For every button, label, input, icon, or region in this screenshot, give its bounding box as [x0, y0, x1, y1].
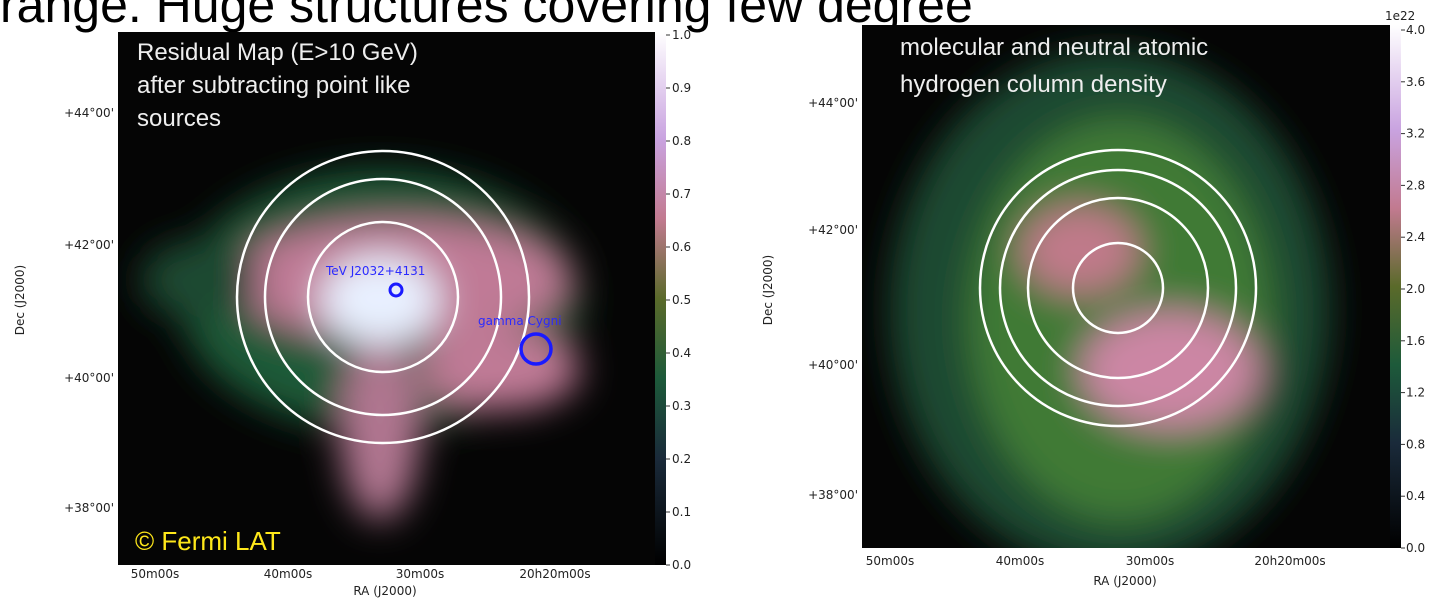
map-title: Residual Map (E>10 GeV)	[137, 39, 418, 66]
colorbar-label: 0.4	[672, 346, 691, 360]
y-axis-label: Dec (J2000)	[761, 255, 775, 325]
y-tick-label: +44°00'	[808, 96, 858, 110]
colorbar-label: 0.7	[672, 187, 691, 201]
colorbar	[655, 32, 666, 565]
y-tick-label: +40°00'	[808, 358, 858, 372]
y-tick-label: +42°00'	[808, 223, 858, 237]
map-title: molecular and neutral atomic	[900, 34, 1208, 61]
colorbar-label: 3.2	[1406, 127, 1425, 141]
map-title: after subtracting point like	[137, 72, 410, 99]
colorbar-label: 2.8	[1406, 178, 1425, 192]
x-tick-label: 50m00s	[131, 567, 179, 581]
x-tick-label: 40m00s	[996, 554, 1044, 568]
colorbar-label: 0.9	[672, 81, 691, 95]
colorbar-label: 0.8	[1406, 437, 1425, 451]
x-axis-label: RA (J2000)	[353, 584, 416, 598]
colorbar-label: 0.3	[672, 399, 691, 413]
y-tick-label: +40°00'	[64, 371, 114, 385]
credit: © Fermi LAT	[135, 526, 281, 556]
map-title: hydrogen column density	[900, 71, 1167, 98]
colorbar-label: 0.0	[1406, 541, 1425, 555]
colorbar-label: 0.5	[672, 293, 691, 307]
y-axis-label: Dec (J2000)	[13, 265, 27, 335]
y-tick-label: +38°00'	[808, 488, 858, 502]
colorbar-label: 0.1	[672, 505, 691, 519]
y-tick-label: +38°00'	[64, 501, 114, 515]
source-label: TeV J2032+4131	[325, 264, 425, 278]
x-tick-label: 40m00s	[264, 567, 312, 581]
y-tick-label: +42°00'	[64, 238, 114, 252]
colorbar-label: 0.8	[672, 134, 691, 148]
colorbar-label: 2.0	[1406, 282, 1425, 296]
x-axis-label: RA (J2000)	[1093, 574, 1156, 588]
colorbar	[1390, 25, 1401, 548]
x-tick-label: 50m00s	[866, 554, 914, 568]
colorbar-label: 2.4	[1406, 230, 1425, 244]
hydrogen-map	[862, 25, 1390, 548]
map-title: sources	[137, 105, 221, 132]
colorbar-label: 0.2	[672, 452, 691, 466]
colorbar-label: 3.6	[1406, 75, 1425, 89]
colorbar-offset: 1e22	[1385, 9, 1415, 23]
source-label: gamma Cygni	[478, 314, 562, 328]
header-text: range. Huge structures covering few degr…	[0, 0, 973, 33]
colorbar-label: 1.2	[1406, 386, 1425, 400]
colorbar-label: 1.6	[1406, 334, 1425, 348]
colorbar-label: 0.4	[1406, 489, 1425, 503]
colorbar-label: 0.6	[672, 240, 691, 254]
colorbar-label: 0.0	[672, 558, 691, 572]
residual-map	[118, 32, 655, 565]
colorbar-label: 4.0	[1406, 23, 1425, 37]
colorbar-label: 1.0	[672, 28, 691, 42]
x-tick-label: 30m00s	[1126, 554, 1174, 568]
y-tick-label: +44°00'	[64, 106, 114, 120]
x-tick-label: 20h20m00s	[519, 567, 590, 581]
x-tick-label: 20h20m00s	[1254, 554, 1325, 568]
x-tick-label: 30m00s	[396, 567, 444, 581]
